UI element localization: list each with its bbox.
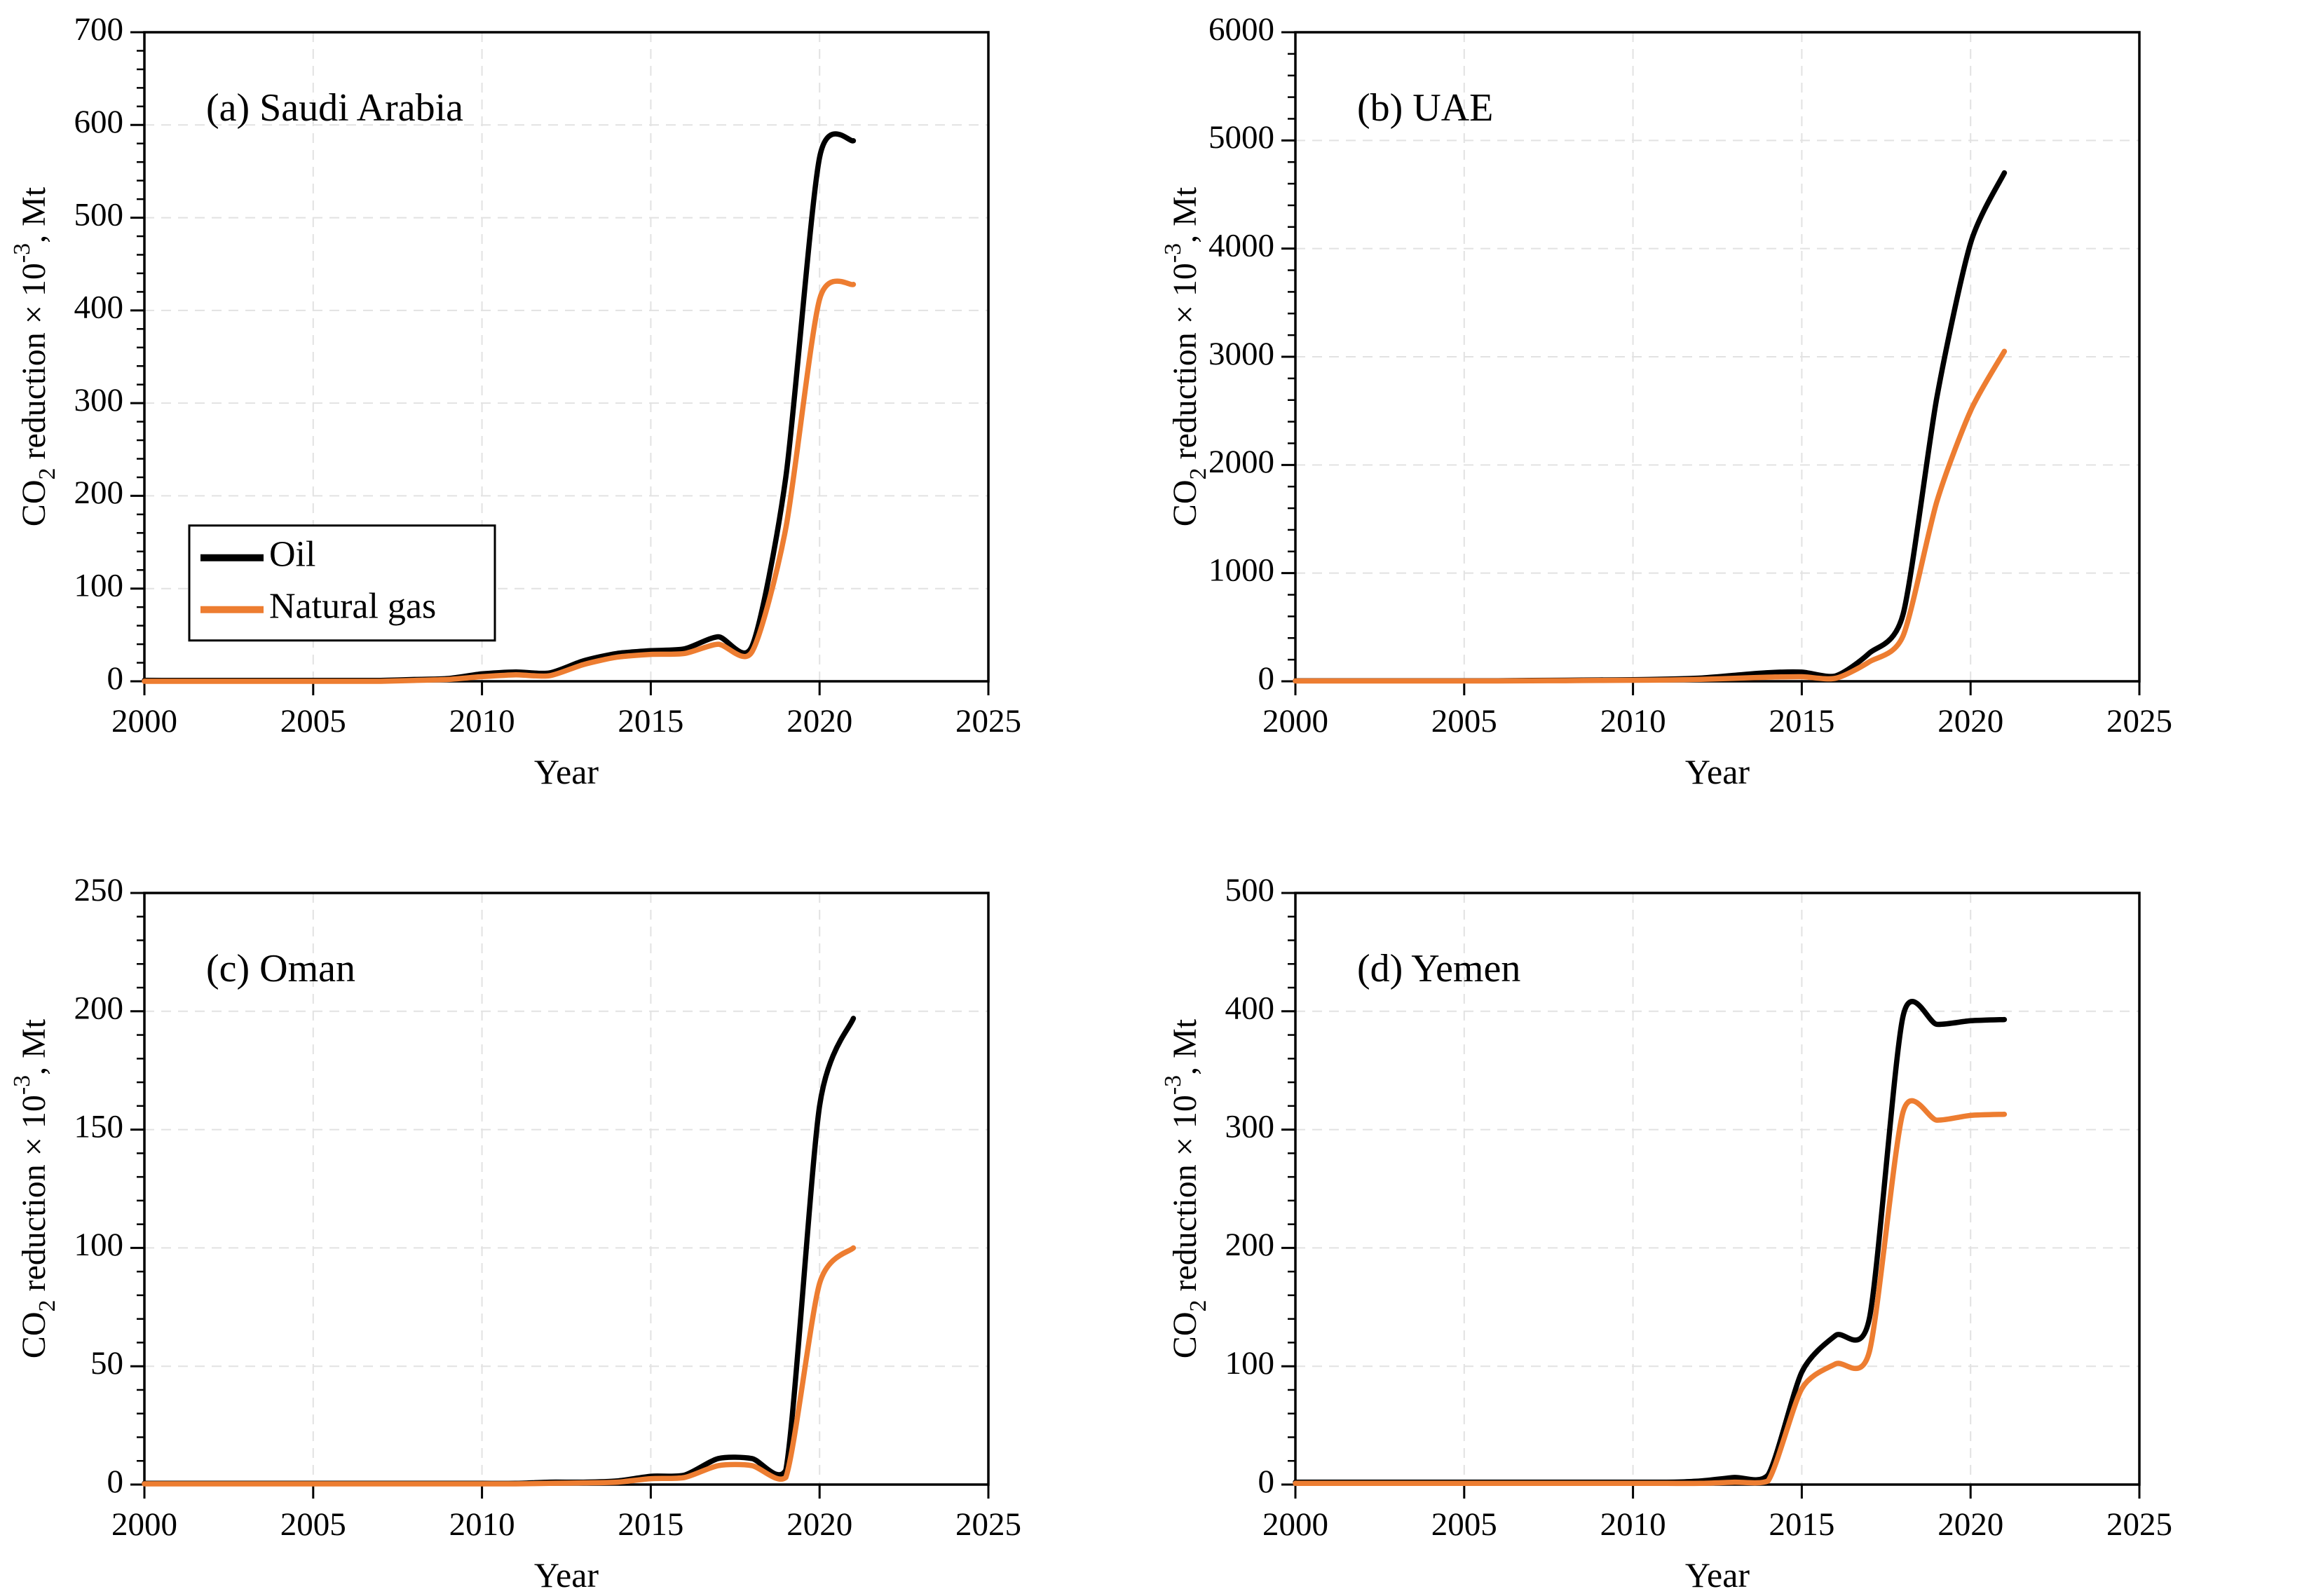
series-natural-gas-line: [1293, 1098, 2008, 1487]
y-tick-label: 3000: [1208, 336, 1274, 372]
y-tick-label: 4000: [1208, 227, 1274, 264]
x-tick-label: 2010: [1600, 703, 1666, 739]
y-tick-label: 100: [74, 1227, 124, 1263]
panel-uae: 0 1000 2000 3000 4000 5000 6000 2000 2005 2010 201…: [1151, 0, 2302, 798]
x-tick-label: 2000: [1262, 1506, 1328, 1543]
y-tick-label: 150: [74, 1108, 124, 1145]
x-tick-label: 2015: [618, 703, 683, 739]
y-tick-label: 500: [74, 196, 124, 233]
panel-title: (b) UAE: [1357, 86, 1493, 130]
panel-title: (c) Oman: [206, 947, 355, 990]
x-tick-label: 2015: [1769, 703, 1834, 739]
x-axis-label: Year: [1685, 752, 1750, 791]
y-tick-label: 600: [74, 104, 124, 140]
x-tick-label: 2005: [1431, 1506, 1497, 1543]
y-tick-label: 200: [1225, 1227, 1275, 1263]
x-tick-label: 2020: [786, 703, 852, 739]
panel-yemen: 0 100 200 300 400 500 2000 2005 2010 2015 2020 2025…: [1151, 798, 2302, 1596]
x-tick-label: 2015: [618, 1506, 683, 1543]
y-tick-label: 6000: [1208, 11, 1274, 48]
series-natural-gas-line: [142, 278, 857, 684]
panel-oman: 0 50 100 150 200 250 2000 2005 2010 2015 2020 2025 (…: [0, 798, 1151, 1596]
y-tick-label: 0: [1258, 1464, 1275, 1500]
x-tick-label: 2025: [2106, 1506, 2172, 1543]
x-axis-label: Year: [534, 1555, 599, 1595]
x-tick-label: 2005: [280, 1506, 346, 1543]
x-tick-label: 2000: [111, 703, 177, 739]
y-tick-label: 500: [1225, 872, 1275, 908]
y-tick-label: 50: [90, 1345, 123, 1382]
x-tick-label: 2010: [449, 703, 515, 739]
y-axis-label: CO2 reduction × 10-3, Mt: [9, 1018, 60, 1358]
y-tick-label: 300: [1225, 1108, 1275, 1145]
series-oil-line: [1293, 999, 2008, 1485]
chart-yemen: 0 100 200 300 400 500 2000 2005 2010 2015 2020 2025…: [1160, 872, 2172, 1595]
y-axis-label: CO2 reduction × 10-3, Mt: [1160, 186, 1211, 526]
x-tick-label: 2025: [2106, 703, 2172, 739]
x-tick-label: 2020: [1937, 703, 2003, 739]
panel-title: (d) Yemen: [1357, 947, 1520, 990]
x-tick-label: 2025: [955, 703, 1021, 739]
x-axis-label: Year: [534, 752, 599, 791]
chart-uae: 0 1000 2000 3000 4000 5000 6000 2000 2005 2010 201…: [1160, 11, 2172, 791]
y-tick-label: 100: [1225, 1345, 1275, 1382]
x-axis-label: Year: [1685, 1555, 1750, 1595]
y-tick-label: 0: [107, 1464, 124, 1500]
y-tick-label: 200: [74, 990, 124, 1027]
chart-oman: 0 50 100 150 200 250 2000 2005 2010 2015 2020 2025 (…: [9, 872, 1021, 1595]
x-tick-label: 2005: [280, 703, 346, 739]
y-tick-label: 700: [74, 11, 124, 48]
y-tick-label: 5000: [1208, 119, 1274, 156]
series-natural-gas-line: [142, 1245, 857, 1487]
x-tick-label: 2020: [786, 1506, 852, 1543]
y-tick-label: 0: [107, 660, 124, 697]
y-tick-label: 200: [74, 475, 124, 511]
y-tick-label: 400: [1225, 990, 1275, 1027]
y-tick-label: 100: [74, 567, 124, 603]
legend-label: Oil: [269, 535, 315, 575]
chart-saudi-arabia: 0 100 200 300 400 500 600 700 2000 2005 2010 2015 20…: [9, 11, 1021, 791]
legend-label: Natural gas: [269, 587, 436, 627]
series-oil-line: [142, 1016, 857, 1487]
x-tick-label: 2020: [1937, 1506, 2003, 1543]
panel-title: (a) Saudi Arabia: [206, 86, 463, 130]
y-axis-label: CO2 reduction × 10-3, Mt: [1160, 1018, 1211, 1358]
legend-box: [188, 524, 496, 642]
x-tick-label: 2015: [1769, 1506, 1834, 1543]
y-tick-label: 2000: [1208, 444, 1274, 480]
panel-saudi-arabia: 0 100 200 300 400 500 600 700 2000 2005 2010 2015 20…: [0, 0, 1151, 798]
x-tick-label: 2010: [449, 1506, 515, 1543]
x-tick-label: 2025: [955, 1506, 1021, 1543]
y-tick-label: 400: [74, 289, 124, 326]
x-tick-label: 2000: [1262, 703, 1328, 739]
series-natural-gas-line: [1293, 348, 2008, 684]
x-tick-label: 2010: [1600, 1506, 1666, 1543]
y-tick-label: 0: [1258, 660, 1275, 697]
plot-border: [143, 31, 990, 683]
y-tick-label: 300: [74, 382, 124, 418]
x-tick-label: 2000: [111, 1506, 177, 1543]
y-axis-label: CO2 reduction × 10-3, Mt: [9, 186, 60, 526]
y-tick-label: 250: [74, 872, 124, 908]
x-tick-label: 2005: [1431, 703, 1497, 739]
y-tick-label: 1000: [1208, 552, 1274, 588]
